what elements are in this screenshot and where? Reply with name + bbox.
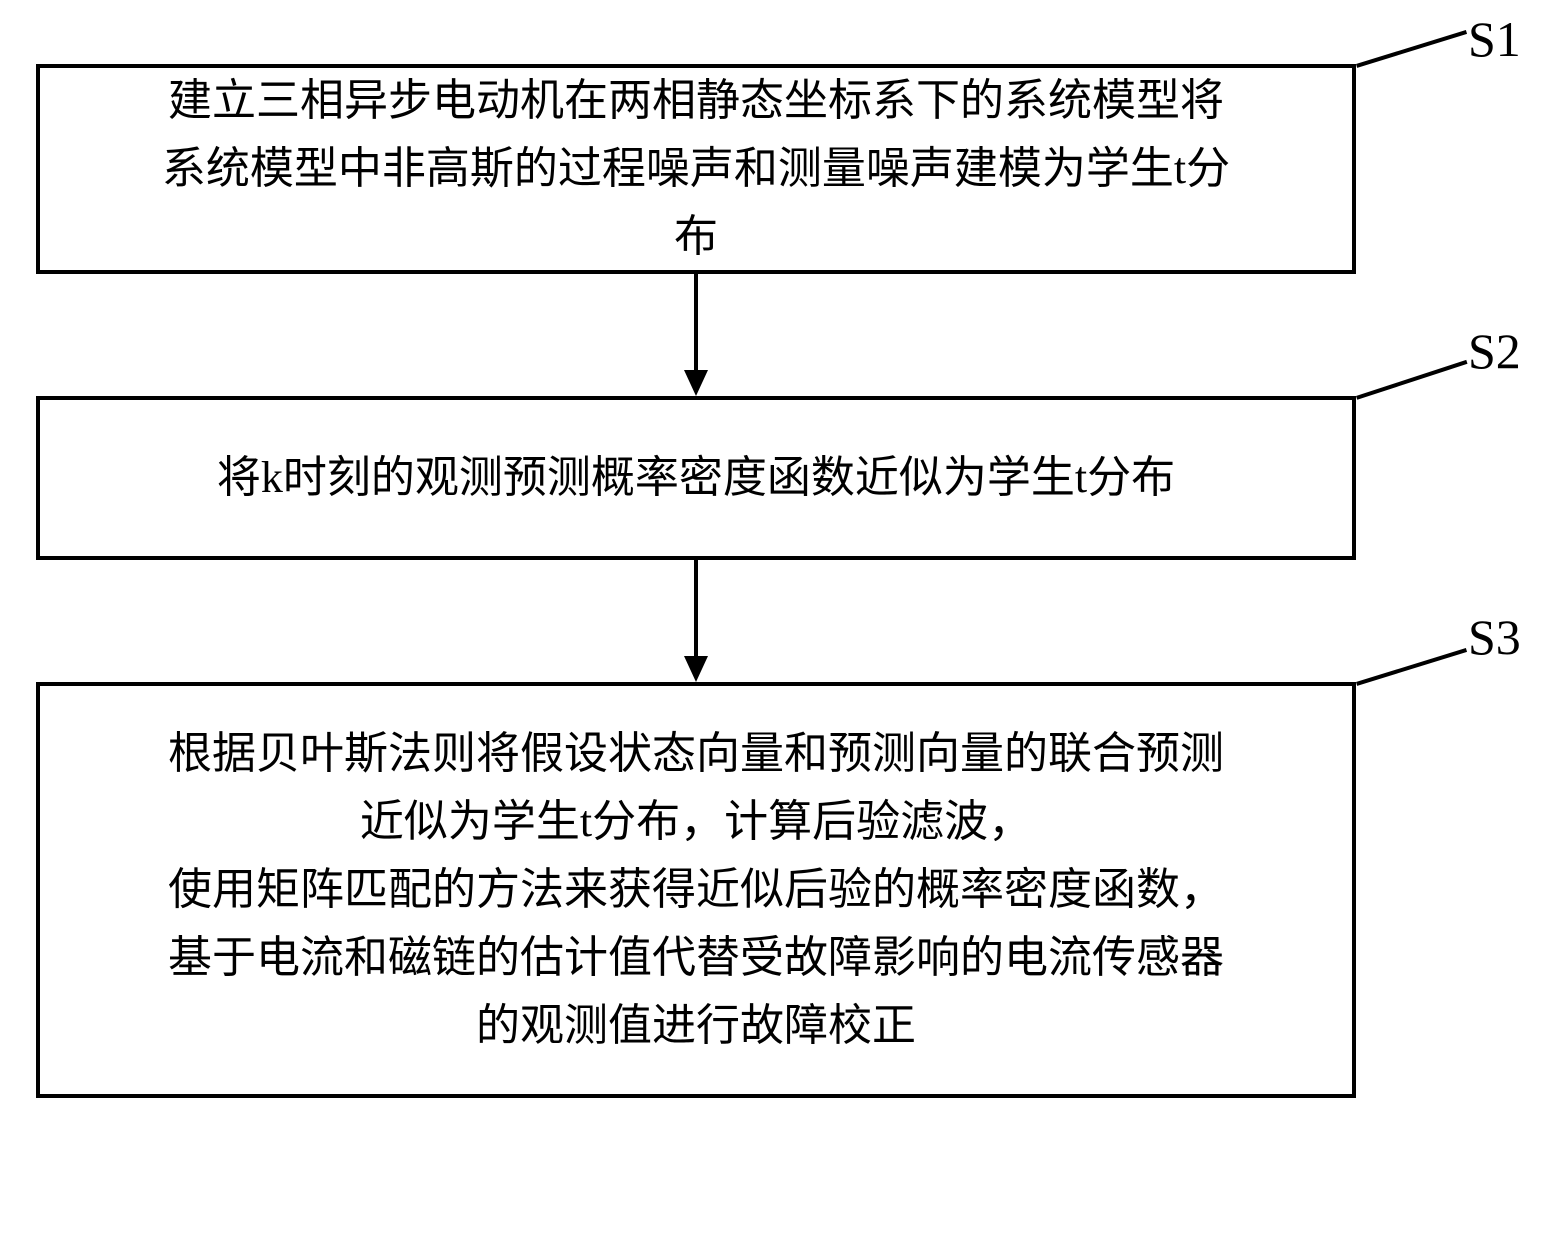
- arrow-2: [0, 0, 1560, 1236]
- flowchart-canvas: 建立三相异步电动机在两相静态坐标系下的系统模型将系统模型中非高斯的过程噪声和测量…: [0, 0, 1560, 1236]
